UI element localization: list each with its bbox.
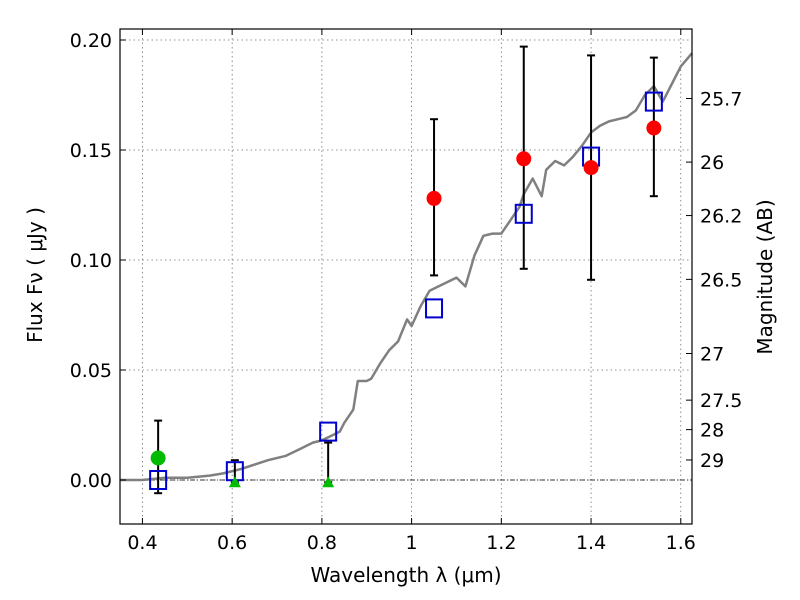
upper-limit-triangle <box>228 476 241 488</box>
y-tick-label: 0.20 <box>70 30 112 52</box>
mag-tick-label: 26.2 <box>700 206 742 228</box>
mag-tick-label: 27 <box>700 344 724 366</box>
x-tick-label: 0.4 <box>127 532 157 554</box>
model-photometry-square <box>149 470 168 490</box>
y-tick-label: 0.05 <box>70 360 112 382</box>
markers <box>149 91 663 490</box>
detection-point <box>583 160 599 176</box>
grid <box>120 29 692 524</box>
x-tick-label: 1.6 <box>666 532 696 554</box>
model-sed-curve <box>120 52 693 482</box>
x-tick-label: 1.2 <box>486 532 516 554</box>
mag-tick-label: 25.7 <box>700 89 742 111</box>
y-axis-label: Flux Fν ( μJy ) <box>23 207 47 343</box>
plot-frame <box>119 28 693 525</box>
detection-point <box>516 151 532 167</box>
upper-limit-triangle <box>322 476 335 488</box>
x-tick-label: 1 <box>406 532 418 554</box>
model-photometry-square <box>319 421 338 442</box>
model-photometry-square <box>425 298 444 319</box>
ticks: 0.4 0.6 0.8 1 1.2 1.4 1.6 0.00 0.05 0.10 0.15 0.20 2… <box>70 29 742 554</box>
y-right-axis-label: Magnitude (AB) <box>753 199 777 354</box>
detection-point <box>426 190 442 206</box>
x-axis-label: Wavelength λ (μm) <box>310 563 501 587</box>
y-tick-label: 0.00 <box>70 470 112 492</box>
x-tick-label: 1.4 <box>576 532 606 554</box>
x-tick-label: 0.6 <box>217 532 247 554</box>
model-photometry-square <box>644 91 663 112</box>
mag-tick-label: 28 <box>700 420 724 442</box>
y-tick-label: 0.10 <box>70 250 112 272</box>
y-tick-label: 0.15 <box>70 140 112 162</box>
mag-tick-label: 27.5 <box>700 390 742 412</box>
mag-tick-label: 26 <box>700 152 724 174</box>
mag-tick-label: 26.5 <box>700 269 742 291</box>
detection-point <box>646 120 662 136</box>
optical-point <box>150 450 166 466</box>
model-sed-line <box>120 52 693 482</box>
model-photometry-square <box>514 203 533 224</box>
mag-tick-label: 29 <box>700 450 724 472</box>
error-bars <box>154 45 658 495</box>
x-tick-label: 0.8 <box>307 532 337 554</box>
